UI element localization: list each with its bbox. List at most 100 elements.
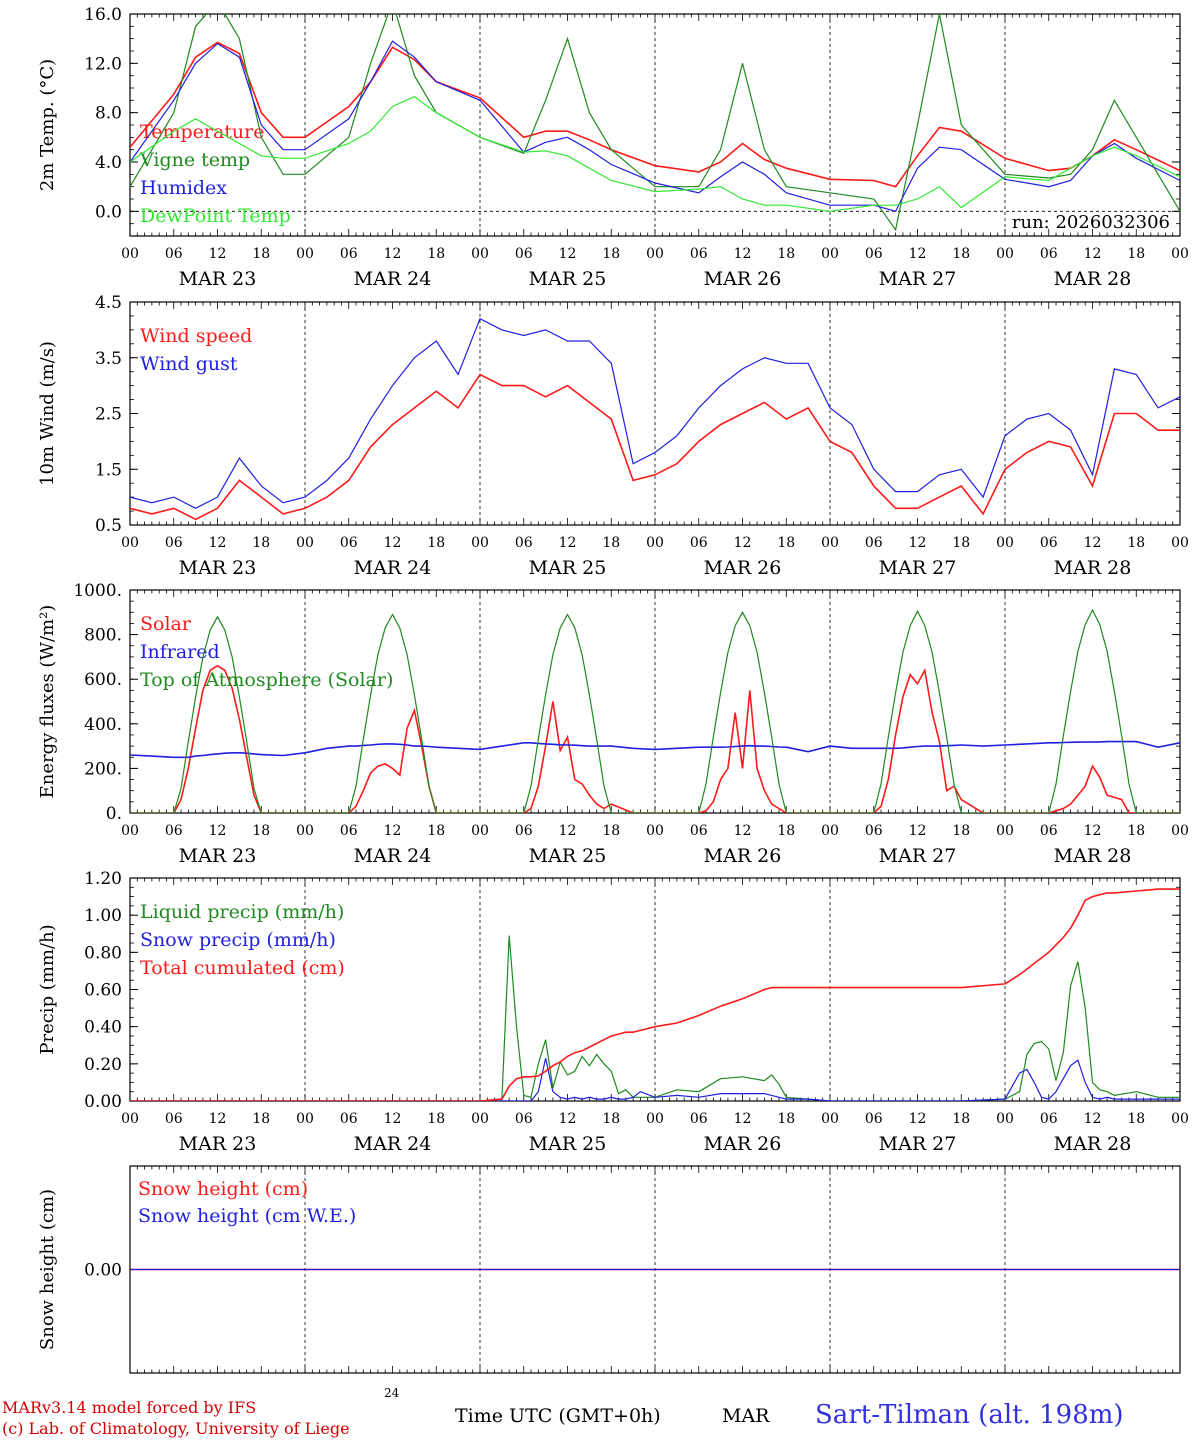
time-axis-title: Time UTC (GMT+0h) xyxy=(455,1405,661,1427)
day-label: MAR 28 xyxy=(1054,557,1132,579)
x-tick-label: 06 xyxy=(865,246,883,262)
x-tick-label: 18 xyxy=(252,246,270,262)
day-label: MAR 26 xyxy=(704,268,782,290)
legend-label: Liquid precip (mm/h) xyxy=(140,901,344,923)
x-tick-label: 18 xyxy=(252,823,270,839)
x-tick-label: 06 xyxy=(690,246,708,262)
day-label: MAR 25 xyxy=(529,268,607,290)
legend-label: Temperature xyxy=(140,121,264,143)
x-tick-label: 06 xyxy=(1040,535,1058,551)
model-info-text: MARv3.14 model forced by IFS xyxy=(2,1398,257,1417)
x-tick-label: 12 xyxy=(209,535,227,551)
series-line xyxy=(130,935,1180,1101)
x-tick-label: 12 xyxy=(734,246,752,262)
day-label: MAR 24 xyxy=(354,268,432,290)
legend-label: Snow height (cm W.E.) xyxy=(138,1205,356,1227)
x-tick-label: 00 xyxy=(296,535,314,551)
legend-label: Wind gust xyxy=(140,353,238,375)
day-label: MAR 27 xyxy=(879,1133,957,1155)
x-tick-label: 00 xyxy=(471,823,489,839)
legend-label: Snow height (cm) xyxy=(138,1178,308,1200)
y-tick-label: 16.0 xyxy=(84,5,122,25)
day-label: MAR 27 xyxy=(879,845,957,867)
legend-label: Infrared xyxy=(140,641,220,663)
day-label: MAR 26 xyxy=(704,845,782,867)
x-tick-label: 18 xyxy=(1127,823,1145,839)
x-tick-label: 06 xyxy=(340,535,358,551)
x-tick-label: 18 xyxy=(427,535,445,551)
x-tick-label: 06 xyxy=(865,1111,883,1127)
day-label: MAR 25 xyxy=(529,557,607,579)
x-tick-label: 12 xyxy=(209,823,227,839)
x-tick-label: 18 xyxy=(952,1111,970,1127)
y-tick-label: 0.0 xyxy=(95,202,122,222)
x-tick-label: 00 xyxy=(121,1111,139,1127)
x-tick-label: 18 xyxy=(427,1111,445,1127)
x-tick-label: 00 xyxy=(646,823,664,839)
x-tick-label: 00 xyxy=(821,246,839,262)
day-label: MAR 23 xyxy=(179,268,257,290)
y-tick-label: 0.00 xyxy=(84,1261,122,1281)
y-tick-label: 0.20 xyxy=(84,1055,122,1075)
x-tick-label: 18 xyxy=(427,823,445,839)
run-annotation: run: 2026032306 xyxy=(1012,212,1170,233)
x-tick-label: 06 xyxy=(1040,1111,1058,1127)
day-label: MAR 28 xyxy=(1054,268,1132,290)
x-tick-label: 00 xyxy=(121,823,139,839)
y-tick-label: 1.00 xyxy=(84,906,122,926)
y-tick-label: 0.80 xyxy=(84,943,122,963)
x-tick-label: 12 xyxy=(209,246,227,262)
legend-label: Humidex xyxy=(140,177,227,199)
y-tick-label: 1000. xyxy=(73,581,122,601)
month-label: MAR xyxy=(722,1405,770,1427)
x-tick-label: 00 xyxy=(471,246,489,262)
panel-frame xyxy=(129,301,1181,526)
x-tick-label: 00 xyxy=(996,535,1014,551)
x-tick-label: 06 xyxy=(865,535,883,551)
y-tick-label: 2.5 xyxy=(95,405,122,425)
x-tick-label: 12 xyxy=(734,823,752,839)
x-tick-label: 12 xyxy=(559,246,577,262)
y-tick-label: 4.5 xyxy=(95,293,122,313)
x-tick-label: 00 xyxy=(296,246,314,262)
series-line xyxy=(130,317,1180,509)
y-tick-label: 800. xyxy=(84,626,122,646)
x-tick-label: 12 xyxy=(1084,1111,1102,1127)
y-tick-label: 600. xyxy=(84,670,122,690)
x-tick-label: 12 xyxy=(559,1111,577,1127)
x-tick-label: 12 xyxy=(1084,823,1102,839)
x-tick-label: 06 xyxy=(515,823,533,839)
y-tick-label: 4.0 xyxy=(95,153,122,173)
x-tick-label: 06 xyxy=(340,1111,358,1127)
x-tick-label: 12 xyxy=(384,535,402,551)
x-tick-label: 12 xyxy=(384,246,402,262)
x-tick-label: 00 xyxy=(1171,1111,1189,1127)
y-tick-label: 0.00 xyxy=(84,1092,122,1112)
x-tick-label: 12 xyxy=(909,823,927,839)
series-line xyxy=(130,14,1180,232)
x-tick-label: 06 xyxy=(690,1111,708,1127)
x-tick-label: 00 xyxy=(996,823,1014,839)
x-tick-label: 00 xyxy=(821,1111,839,1127)
x-tick-label: 18 xyxy=(777,823,795,839)
day-label: MAR 26 xyxy=(704,557,782,579)
x-tick-label: 06 xyxy=(690,823,708,839)
x-tick-label: 00 xyxy=(471,535,489,551)
x-tick-label: 18 xyxy=(952,823,970,839)
x-tick-label: 18 xyxy=(777,246,795,262)
series-line xyxy=(130,40,1180,213)
legend-label: Wind speed xyxy=(140,325,252,347)
x-tick-label: 12 xyxy=(909,535,927,551)
x-tick-label: 06 xyxy=(340,823,358,839)
day-label: MAR 28 xyxy=(1054,845,1132,867)
panel-frame xyxy=(129,589,1181,814)
y-tick-label: 1.5 xyxy=(95,460,122,480)
day-number-label: 24 xyxy=(384,1386,400,1400)
x-tick-label: 00 xyxy=(821,823,839,839)
legend-label: DewPoint Temp xyxy=(140,205,291,227)
x-tick-label: 18 xyxy=(252,535,270,551)
y-tick-label: 1.20 xyxy=(84,869,122,889)
x-tick-label: 00 xyxy=(1171,823,1189,839)
series-line xyxy=(130,888,1180,1101)
